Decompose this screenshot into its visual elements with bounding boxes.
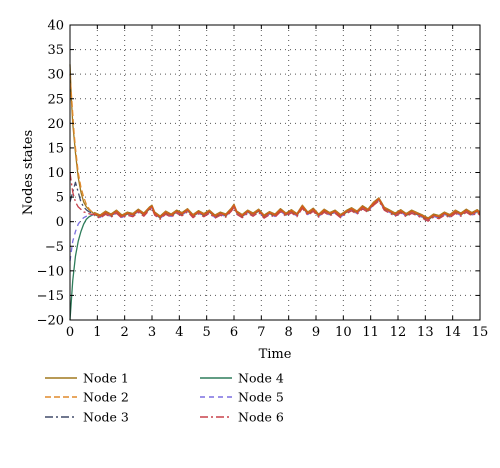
y-tick-label: 0: [56, 215, 64, 230]
legend-label: Node 5: [238, 390, 284, 405]
y-tick-label: 20: [47, 117, 64, 132]
y-tick-label: −10: [37, 264, 64, 279]
x-tick-label: 3: [148, 325, 156, 340]
x-tick-label: 7: [257, 325, 265, 340]
series-line-node-6: [69, 172, 481, 222]
legend-label: Node 1: [83, 371, 129, 386]
y-tick-label: 25: [47, 92, 64, 107]
y-tick-label: 10: [47, 166, 64, 181]
consensus-line: [94, 198, 481, 221]
x-tick-label: 8: [285, 325, 293, 340]
x-tick-label: 14: [444, 325, 461, 340]
y-tick-label: 30: [47, 68, 64, 83]
series-line-node-5: [69, 199, 481, 262]
x-tick-label: 5: [203, 325, 211, 340]
x-tick-label: 1: [93, 325, 101, 340]
x-axis-label: Time: [259, 347, 292, 362]
x-tick-label: 9: [312, 325, 320, 340]
y-tick-label: 40: [47, 19, 64, 34]
y-tick-label: 15: [47, 141, 64, 156]
legend-label: Node 3: [83, 410, 129, 425]
x-tick-label: 6: [230, 325, 238, 340]
series-line-node-4: [69, 199, 481, 321]
x-tick-label: 11: [362, 325, 379, 340]
legend-label: Node 6: [238, 410, 284, 425]
legend: Node 1 Node 2 Node 3 Node 4 Node 5 Node 6: [45, 371, 284, 425]
y-tick-label: −20: [37, 314, 64, 329]
x-tick-label: 12: [390, 325, 407, 340]
x-tick-label: 4: [175, 325, 183, 340]
x-tick-label: 15: [472, 325, 489, 340]
x-tick-label: 0: [66, 325, 74, 340]
legend-label: Node 4: [238, 371, 284, 386]
y-tick-label: −5: [45, 240, 64, 255]
x-tick-label: 2: [121, 325, 129, 340]
x-tick-label: 10: [335, 325, 352, 340]
grid-lines: [70, 25, 480, 320]
series-layer: [69, 64, 481, 321]
y-axis-label: Nodes states: [21, 130, 36, 215]
x-tick-label: 13: [417, 325, 434, 340]
axis-ticks: 0 1 2 3 4 5 6 7 8 9 10 11 12 13 14 15−20−15−10−50510152…: [37, 19, 489, 341]
y-tick-label: 5: [56, 191, 64, 206]
y-tick-label: 35: [47, 43, 64, 58]
y-tick-label: −15: [37, 289, 64, 304]
legend-label: Node 2: [83, 390, 129, 405]
series-line-node-1: [69, 64, 481, 219]
